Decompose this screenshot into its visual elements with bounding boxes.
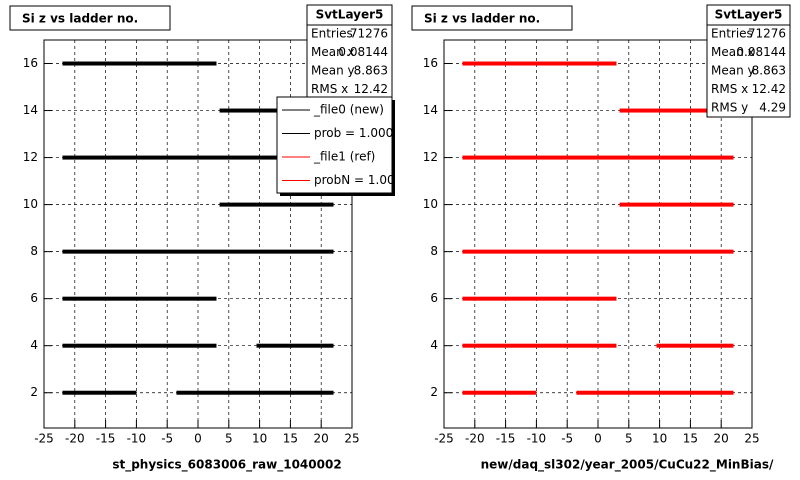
legend-label: _file0 (new) bbox=[313, 103, 384, 117]
stats-name: SvtLayer5 bbox=[715, 8, 783, 22]
stats-label: Mean y bbox=[711, 64, 755, 78]
stats-label: RMS x bbox=[711, 82, 748, 96]
data-band bbox=[462, 155, 734, 160]
x-tick-label: -25 bbox=[34, 432, 54, 446]
stats-value: 12.42 bbox=[752, 82, 786, 96]
x-tick-label: 15 bbox=[683, 432, 698, 446]
stats-label: Mean x bbox=[311, 45, 355, 59]
data-band bbox=[219, 202, 334, 207]
y-tick-label: 10 bbox=[423, 197, 438, 211]
data-band bbox=[62, 61, 217, 66]
stats-value: 71276 bbox=[748, 27, 786, 41]
y-tick-label: 8 bbox=[430, 244, 438, 258]
chart-title: Si z vs ladder no. bbox=[424, 12, 540, 26]
data-band bbox=[462, 249, 734, 254]
data-band bbox=[619, 202, 734, 207]
y-tick-label: 4 bbox=[430, 338, 438, 352]
data-band bbox=[62, 155, 334, 160]
data-band bbox=[462, 296, 617, 301]
data-band bbox=[62, 390, 137, 395]
x-tick-label: -20 bbox=[465, 432, 485, 446]
stats-label: RMS x bbox=[311, 82, 348, 96]
y-tick-label: 2 bbox=[430, 385, 438, 399]
x-tick-label: 25 bbox=[744, 432, 759, 446]
legend-label: probN = 1.00000 bbox=[314, 173, 418, 187]
stats-value: 0.08144 bbox=[736, 45, 786, 59]
x-tick-label: 0 bbox=[594, 432, 602, 446]
data-band bbox=[462, 390, 537, 395]
x-tick-label: -15 bbox=[96, 432, 116, 446]
x-tick-label: 5 bbox=[625, 432, 633, 446]
stats-label: Entries bbox=[711, 27, 753, 41]
x-tick-label: -25 bbox=[434, 432, 454, 446]
stats-value: 12.42 bbox=[354, 82, 388, 96]
stats-label: RMS y bbox=[711, 101, 748, 115]
data-band bbox=[62, 296, 217, 301]
x-tick-label: -5 bbox=[561, 432, 573, 446]
x-axis-label: new/daq_sl302/year_2005/CuCu22_MinBias/ bbox=[481, 458, 774, 473]
legend: _file0 (new) prob = 1.000000 _file1 (ref) p… bbox=[282, 103, 418, 187]
y-tick-label: 4 bbox=[30, 338, 38, 352]
data-band bbox=[62, 343, 217, 348]
x-tick-label: 25 bbox=[344, 432, 359, 446]
x-tick-label: 0 bbox=[194, 432, 202, 446]
x-tick-label: 10 bbox=[252, 432, 267, 446]
y-tick-label: 12 bbox=[423, 150, 438, 164]
x-axis-label: st_physics_6083006_raw_1040002 bbox=[112, 458, 341, 473]
y-tick-label: 6 bbox=[30, 291, 38, 305]
stats-box bbox=[706, 4, 791, 118]
x-tick-label: -10 bbox=[527, 432, 547, 446]
stats-name: SvtLayer5 bbox=[316, 8, 384, 22]
stats-label: Mean y bbox=[311, 64, 355, 78]
x-tick-label: 20 bbox=[314, 432, 329, 446]
data-band bbox=[462, 61, 617, 66]
y-tick-label: 14 bbox=[423, 103, 438, 117]
data-band bbox=[62, 249, 334, 254]
data-band bbox=[176, 390, 334, 395]
data-band bbox=[656, 343, 734, 348]
x-tick-label: -5 bbox=[161, 432, 173, 446]
legend-label: prob = 1.000000 bbox=[314, 126, 416, 140]
x-tick-label: 15 bbox=[283, 432, 298, 446]
x-tick-label: -10 bbox=[127, 432, 147, 446]
data-band bbox=[576, 390, 734, 395]
stats-box bbox=[306, 4, 393, 100]
stats-value: 8.863 bbox=[354, 64, 388, 78]
x-tick-label: 5 bbox=[225, 432, 233, 446]
y-tick-label: 12 bbox=[23, 150, 38, 164]
title-box bbox=[9, 5, 171, 31]
stats-value: 8.863 bbox=[752, 64, 786, 78]
stats-value: 71276 bbox=[350, 27, 388, 41]
chart-title: Si z vs ladder no. bbox=[22, 12, 138, 26]
stats-label: Mean x bbox=[711, 45, 755, 59]
y-tick-label: 10 bbox=[23, 197, 38, 211]
x-tick-label: 10 bbox=[652, 432, 667, 446]
y-tick-label: 16 bbox=[23, 56, 38, 70]
stats-label: Entries bbox=[311, 27, 353, 41]
y-tick-label: 2 bbox=[30, 385, 38, 399]
data-band bbox=[619, 108, 734, 113]
y-tick-label: 14 bbox=[23, 103, 38, 117]
x-tick-label: -20 bbox=[65, 432, 85, 446]
x-tick-label: 20 bbox=[714, 432, 729, 446]
title-box bbox=[411, 5, 573, 31]
y-tick-label: 16 bbox=[423, 56, 438, 70]
legend-box bbox=[276, 96, 393, 194]
y-tick-label: 6 bbox=[430, 291, 438, 305]
x-tick-label: -15 bbox=[496, 432, 516, 446]
stats-value: 4.29 bbox=[759, 101, 786, 115]
legend-label: _file1 (ref) bbox=[313, 150, 375, 164]
y-tick-label: 8 bbox=[30, 244, 38, 258]
data-band bbox=[462, 343, 617, 348]
data-band bbox=[256, 343, 334, 348]
stats-value: 0.08144 bbox=[338, 45, 388, 59]
